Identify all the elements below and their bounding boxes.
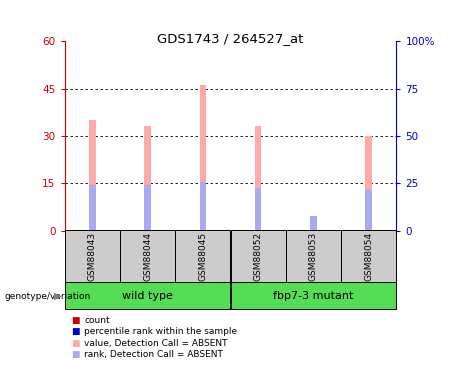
FancyBboxPatch shape: [175, 230, 230, 283]
Text: ▶: ▶: [54, 291, 62, 301]
Text: GSM88052: GSM88052: [254, 232, 263, 281]
Bar: [366, 136, 372, 231]
Bar: [144, 185, 151, 231]
Text: ■: ■: [71, 316, 80, 325]
FancyBboxPatch shape: [120, 230, 175, 283]
Text: percentile rank within the sample: percentile rank within the sample: [84, 327, 237, 336]
Bar: [89, 120, 95, 231]
Text: count: count: [84, 316, 110, 325]
Text: GSM88045: GSM88045: [198, 232, 207, 281]
Bar: [255, 126, 261, 231]
FancyBboxPatch shape: [286, 230, 341, 283]
Bar: [310, 216, 317, 231]
Text: GSM88044: GSM88044: [143, 232, 152, 281]
Text: ■: ■: [71, 339, 80, 348]
FancyBboxPatch shape: [230, 230, 286, 283]
Bar: [310, 218, 317, 231]
Text: fbp7-3 mutant: fbp7-3 mutant: [273, 291, 354, 301]
FancyBboxPatch shape: [65, 230, 120, 283]
Bar: [144, 126, 151, 231]
Text: value, Detection Call = ABSENT: value, Detection Call = ABSENT: [84, 339, 228, 348]
FancyBboxPatch shape: [230, 282, 396, 309]
Text: genotype/variation: genotype/variation: [5, 292, 91, 301]
Text: rank, Detection Call = ABSENT: rank, Detection Call = ABSENT: [84, 350, 223, 359]
Bar: [255, 188, 261, 231]
FancyBboxPatch shape: [65, 282, 230, 309]
Text: ■: ■: [71, 327, 80, 336]
Bar: [366, 190, 372, 231]
Text: GSM88043: GSM88043: [88, 232, 97, 281]
Text: GDS1743 / 264527_at: GDS1743 / 264527_at: [157, 32, 304, 45]
Bar: [200, 182, 206, 231]
Bar: [200, 86, 206, 231]
FancyBboxPatch shape: [341, 230, 396, 283]
Text: ■: ■: [71, 350, 80, 359]
Text: GSM88054: GSM88054: [364, 232, 373, 281]
Text: GSM88053: GSM88053: [309, 232, 318, 281]
Text: wild type: wild type: [122, 291, 173, 301]
Bar: [89, 185, 95, 231]
